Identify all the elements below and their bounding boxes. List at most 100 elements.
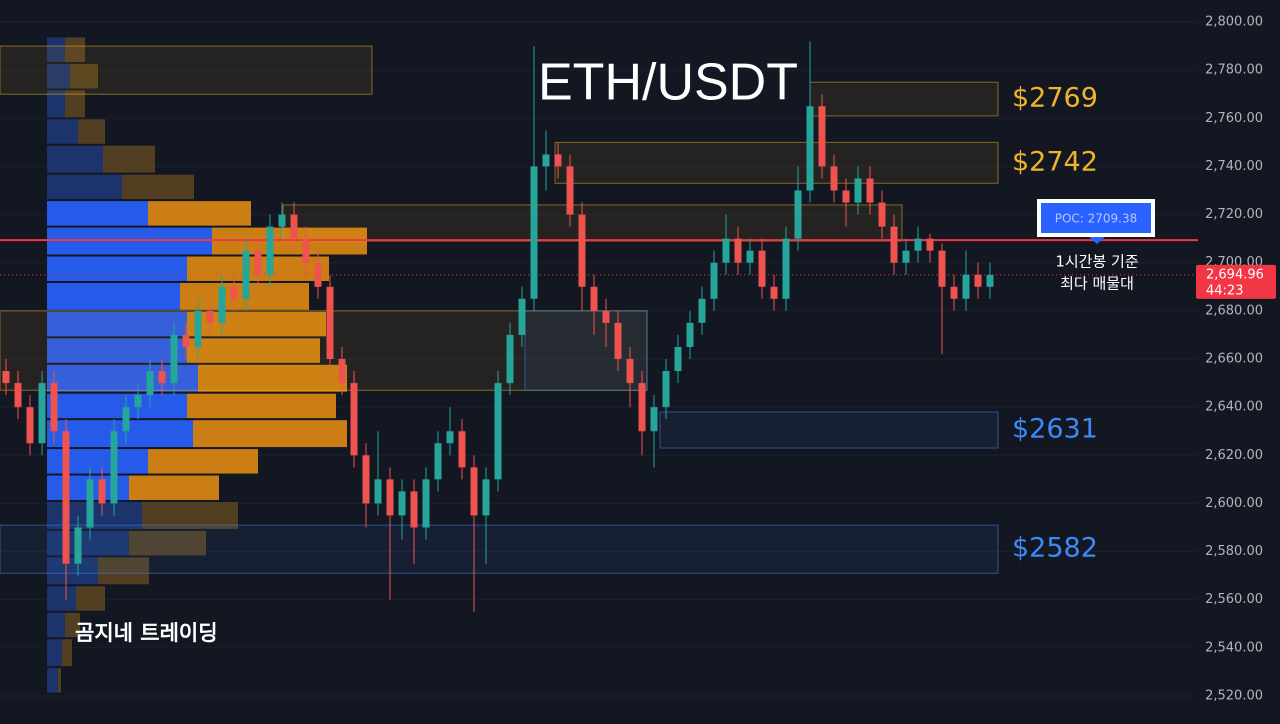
candle-body (302, 238, 310, 263)
candle-body (254, 250, 262, 275)
zone-label: $2769 (1012, 83, 1098, 114)
profile-buy (47, 420, 193, 448)
poc-label: POC: 2709.38 (1055, 212, 1138, 226)
candle-body (566, 166, 574, 215)
candle-body (14, 383, 22, 408)
candle-body (338, 359, 346, 384)
profile-sell (70, 63, 98, 89)
profile-buy (47, 119, 78, 144)
candle-body (662, 371, 670, 408)
candle-body (122, 407, 130, 432)
y-tick-label: 2,540.00 (1205, 640, 1263, 655)
profile-buy (47, 612, 65, 638)
profile-sell (122, 174, 194, 200)
zone (554, 141, 999, 184)
profile-buy (47, 201, 148, 226)
profile-buy (47, 63, 70, 89)
candle-body (578, 214, 586, 287)
candle-body (926, 238, 934, 251)
candle-body (722, 238, 730, 263)
zone-label: $2742 (1012, 146, 1098, 177)
y-tick-label: 2,560.00 (1205, 592, 1263, 607)
zone (0, 310, 648, 391)
candle-body (50, 383, 58, 432)
profile-sell (65, 612, 80, 638)
candle-body (98, 479, 106, 504)
candle-body (74, 527, 82, 564)
candle-body (842, 190, 850, 203)
candle-body (518, 298, 526, 335)
y-tick-label: 2,680.00 (1205, 303, 1263, 318)
candle-body (494, 383, 502, 480)
candle-body (470, 467, 478, 516)
candle-body (986, 274, 994, 287)
candle-body (386, 479, 394, 516)
candle-body (950, 286, 958, 299)
y-tick-label: 2,800.00 (1205, 15, 1263, 30)
poc-pointer (1089, 237, 1105, 244)
candle-body (614, 322, 622, 359)
candle-body (710, 262, 718, 299)
profile-buy (47, 282, 180, 310)
candle-body (218, 286, 226, 323)
candle-body (422, 479, 430, 528)
countdown: 44:23 (1206, 283, 1243, 298)
profile-sell (98, 557, 149, 585)
candle-body (806, 106, 814, 191)
candle-body (398, 491, 406, 516)
profile-sell (103, 145, 155, 173)
candle-body (686, 322, 694, 347)
y-tick-label: 2,580.00 (1205, 544, 1263, 559)
y-tick-label: 2,520.00 (1205, 689, 1263, 704)
y-tick-label: 2,780.00 (1205, 63, 1263, 78)
candle-body (746, 250, 754, 263)
candle-body (698, 298, 706, 323)
candle-body (410, 491, 418, 528)
last-price-box (1196, 264, 1276, 299)
annotation: 최다 매물대 (1060, 275, 1134, 293)
candle-body (2, 371, 10, 384)
profile-buy (47, 145, 103, 173)
candle-body (38, 383, 46, 444)
y-tick-label: 2,740.00 (1205, 159, 1263, 174)
profile-buy (47, 557, 98, 585)
profile-sell (58, 668, 61, 693)
candle-body (194, 310, 202, 347)
profile-buy (47, 393, 187, 419)
profile-buy (47, 668, 58, 693)
candle-body (782, 238, 790, 299)
y-tick-label: 2,640.00 (1205, 400, 1263, 415)
candle-body (158, 371, 166, 384)
zone (659, 411, 999, 449)
zone-label: $2582 (1012, 533, 1098, 564)
candle-body (458, 431, 466, 468)
candle-body (110, 431, 118, 504)
candle-body (326, 286, 334, 359)
candle-body (890, 226, 898, 263)
candle-body (602, 310, 610, 323)
candle-body (278, 214, 286, 227)
candle-body (734, 238, 742, 263)
profile-buy (47, 256, 187, 281)
candle-body (146, 371, 154, 396)
candle-body (938, 250, 946, 287)
candle-body (266, 226, 274, 275)
zone (0, 524, 999, 574)
candle-body (674, 346, 682, 372)
profile-sell (148, 449, 258, 474)
candle-body (866, 178, 874, 203)
candle-body (914, 238, 922, 251)
profile-sell (142, 502, 238, 529)
candle-body (818, 106, 826, 167)
candle-body (362, 455, 370, 504)
candle-body (314, 262, 322, 287)
profile-buy (47, 311, 187, 337)
profile-sell (65, 37, 85, 62)
annotation: 1시간봉 기준 (1055, 253, 1139, 271)
profile-sell (187, 393, 336, 419)
candle-body (974, 274, 982, 287)
profile-buy (47, 174, 122, 200)
candle-body (26, 407, 34, 444)
profile-buy (47, 639, 62, 667)
